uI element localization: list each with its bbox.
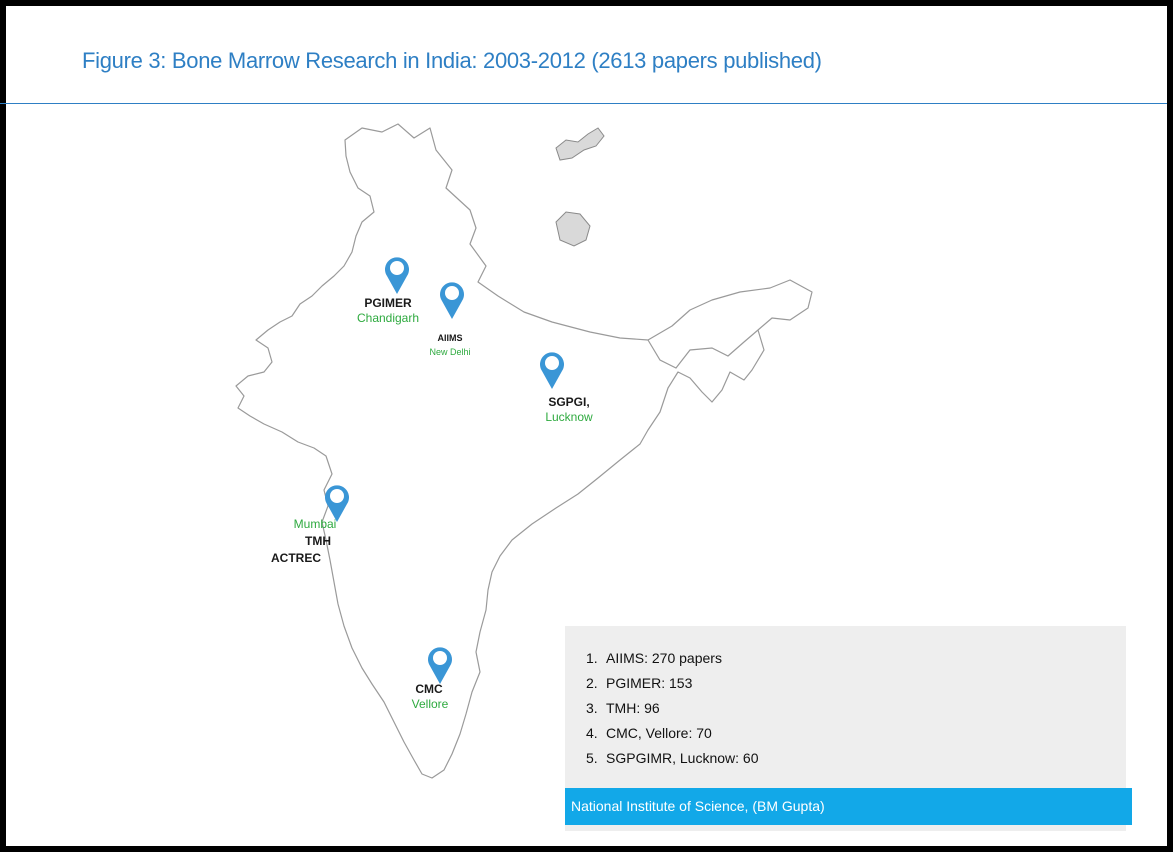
ranking-item: 2. PGIMER: 153 bbox=[586, 674, 759, 699]
region-fragment-2 bbox=[555, 211, 591, 247]
india-outline bbox=[235, 123, 813, 779]
ranking-text: TMH: 96 bbox=[606, 700, 660, 716]
map-pin-icon bbox=[428, 647, 453, 684]
ranking-item: 4. CMC, Vellore: 70 bbox=[586, 724, 759, 749]
ranking-text: PGIMER: 153 bbox=[606, 675, 693, 691]
ranking-number: 4. bbox=[586, 725, 598, 741]
figure-title: Figure 3: Bone Marrow Research in India:… bbox=[82, 48, 822, 73]
ranking-number: 3. bbox=[586, 700, 598, 716]
map-pin-icon bbox=[540, 352, 564, 389]
region-fragment-1 bbox=[555, 127, 605, 161]
ranking-text: SGPGIMR, Lucknow: 60 bbox=[606, 750, 759, 766]
ranking-item: 3. TMH: 96 bbox=[586, 699, 759, 724]
ranking-list: 1. AIIMS: 270 papers 2. PGIMER: 153 3. TMH: 9… bbox=[586, 649, 759, 774]
northeast-outline bbox=[647, 329, 759, 369]
label-aiims-city: New Delhi bbox=[429, 347, 471, 357]
label-pgimer-city: Chandigarh bbox=[356, 311, 420, 325]
label-pgimer-institute: PGIMER bbox=[364, 296, 412, 310]
ranking-item: 1. AIIMS: 270 papers bbox=[586, 649, 759, 674]
label-sgpgi-city: Lucknow bbox=[545, 410, 593, 424]
source-bar: National Institute of Science, (BM Gupta… bbox=[565, 788, 1132, 825]
ranking-number: 1. bbox=[586, 650, 598, 666]
label-aiims-institute: AIIMS bbox=[437, 333, 463, 343]
label-sgpgi-institute: SGPGI, bbox=[548, 395, 590, 409]
map-pin-icon bbox=[439, 282, 464, 319]
pin-hole bbox=[433, 651, 447, 665]
map-pin-icon bbox=[385, 257, 410, 294]
title-divider bbox=[0, 103, 1167, 104]
marker-layer bbox=[325, 257, 564, 684]
ranking-number: 5. bbox=[586, 750, 598, 766]
map-pin-icon bbox=[325, 485, 349, 522]
label-mumbai-institute-2: ACTREC bbox=[271, 551, 321, 565]
ranking-item: 5. SGPGIMR, Lucknow: 60 bbox=[586, 749, 759, 774]
ranking-text: AIIMS: 270 papers bbox=[606, 650, 722, 666]
label-cmc-institute: CMC bbox=[415, 682, 443, 696]
pin-hole bbox=[330, 489, 344, 503]
ranking-number: 2. bbox=[586, 675, 598, 691]
pin-hole bbox=[445, 286, 459, 300]
label-cmc-city: Vellore bbox=[411, 697, 449, 711]
label-mumbai-city: Mumbai bbox=[293, 517, 337, 531]
label-mumbai-institute: TMH bbox=[305, 534, 331, 548]
pin-hole bbox=[390, 261, 404, 275]
pin-hole bbox=[545, 356, 559, 370]
ranking-text: CMC, Vellore: 70 bbox=[606, 725, 712, 741]
